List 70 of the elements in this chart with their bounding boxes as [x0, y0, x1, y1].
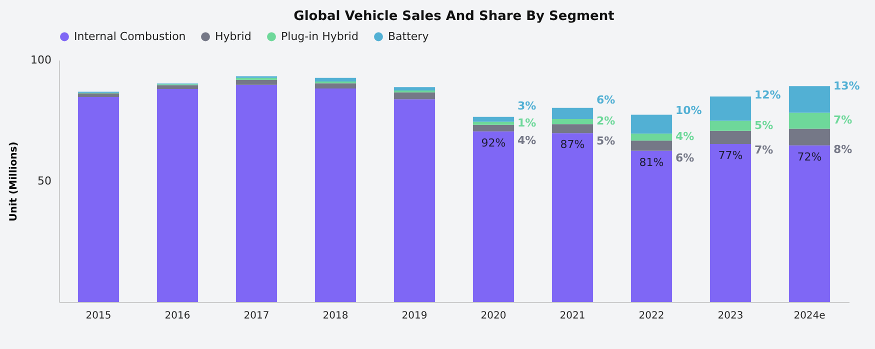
bar — [788, 86, 830, 113]
y-axis-title: Unit (Millions) — [8, 142, 20, 222]
x-tick-label: 2018 — [322, 310, 348, 322]
x-tick-label: 2023 — [718, 310, 744, 322]
bar — [630, 140, 672, 151]
x-tick-label: 2015 — [86, 310, 112, 322]
bar — [394, 99, 436, 302]
x-tick-label: 2022 — [638, 310, 664, 322]
bar — [710, 96, 752, 121]
annotation: 5% — [754, 118, 774, 132]
bar — [314, 88, 356, 302]
annotation: 7% — [834, 114, 852, 127]
bar — [472, 116, 514, 122]
bar — [552, 124, 594, 134]
annotation: 8% — [834, 143, 852, 156]
bar — [630, 150, 672, 302]
x-tick-label: 2016 — [164, 310, 190, 322]
legend-label: Hybrid — [215, 30, 252, 43]
bar — [236, 80, 278, 85]
annotation: 4% — [518, 134, 536, 148]
annotation: 2% — [596, 114, 616, 128]
bar — [394, 92, 436, 100]
x-tick-label: 2024e — [794, 310, 826, 322]
annotation: 72% — [797, 150, 822, 164]
legend-label: Battery — [388, 30, 430, 43]
bar — [630, 114, 672, 134]
annotation: 87% — [560, 138, 585, 152]
bar — [788, 145, 830, 302]
bar — [472, 131, 514, 302]
bar — [156, 89, 198, 302]
annotation: 81% — [639, 156, 664, 169]
y-tick-label: 100 — [30, 54, 52, 66]
annotation: 77% — [718, 148, 743, 162]
bar — [710, 120, 752, 131]
chart-title: Global Vehicle Sales And Share By Segment — [294, 9, 614, 24]
bar — [788, 112, 830, 129]
annotation: 92% — [481, 136, 506, 150]
bar — [552, 108, 594, 120]
bar — [630, 134, 672, 141]
annotation: 12% — [754, 88, 781, 102]
annotation: 5% — [596, 134, 616, 148]
annotation: 4% — [676, 130, 694, 144]
legend-label: Plug-in Hybrid — [281, 30, 358, 43]
bar — [314, 78, 356, 82]
bar — [710, 144, 752, 302]
x-tick-label: 2020 — [480, 310, 506, 322]
bar — [472, 124, 514, 132]
annotation: 13% — [834, 79, 860, 92]
x-tick-label: 2021 — [560, 310, 586, 322]
bar — [78, 93, 120, 98]
bar — [710, 130, 752, 144]
bar — [552, 119, 594, 124]
annotation: 10% — [676, 104, 702, 118]
annotation: 7% — [754, 143, 774, 156]
annotation: 1% — [518, 116, 536, 130]
x-tick-label: 2017 — [244, 310, 270, 322]
bar — [156, 85, 198, 90]
bar — [788, 128, 830, 146]
bar — [78, 97, 120, 302]
annotation: 3% — [518, 99, 536, 112]
annotation: 6% — [676, 152, 694, 165]
bar — [394, 87, 436, 90]
annotation: 6% — [596, 93, 616, 106]
x-tick-label: 2019 — [402, 310, 428, 322]
legend-label: Internal Combustion — [74, 30, 186, 43]
bar — [236, 84, 278, 302]
y-tick-label: 50 — [38, 174, 52, 188]
bar — [314, 83, 356, 89]
bar — [472, 122, 514, 125]
bar — [552, 133, 594, 302]
